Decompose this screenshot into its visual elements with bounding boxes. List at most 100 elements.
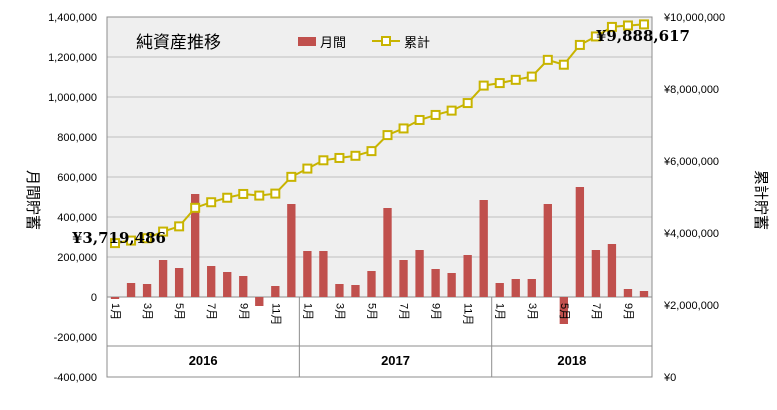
bar <box>575 187 585 297</box>
bar <box>495 283 504 297</box>
cumulative-point <box>574 39 585 50</box>
bar <box>607 244 617 297</box>
month-label: 9月 <box>237 303 249 320</box>
left-axis-title: 月間貯蓄 <box>24 170 42 230</box>
bar <box>319 251 328 297</box>
month-label: 7月 <box>398 303 410 320</box>
month-label: 1月 <box>494 303 506 320</box>
annotation-start-value: ¥3,719,486 <box>72 229 166 247</box>
bar <box>463 255 472 297</box>
bar <box>367 271 376 297</box>
cumulative-point <box>350 150 361 161</box>
right-tick-label: ¥8,000,000 <box>663 84 719 96</box>
bar <box>543 204 552 297</box>
cumulative-point <box>334 152 345 163</box>
cumulative-point <box>478 80 489 91</box>
bar <box>431 269 440 297</box>
cumulative-point <box>606 21 617 32</box>
bar <box>271 286 280 297</box>
legend-bar-label: 月間 <box>320 36 346 51</box>
cumulative-point <box>430 109 441 120</box>
left-tick-label: 1,200,000 <box>48 52 97 64</box>
left-tick-label: 400,000 <box>57 212 97 224</box>
cumulative-point <box>494 78 505 89</box>
cumulative-line <box>114 23 645 245</box>
year-label: 2018 <box>557 353 586 368</box>
bar <box>399 260 408 297</box>
bar <box>383 208 392 297</box>
left-tick-label: 0 <box>91 292 97 304</box>
cumulative-point <box>110 238 121 249</box>
cumulative-point <box>590 31 601 42</box>
month-label: 9月 <box>430 303 442 320</box>
cumulative-point <box>302 163 313 174</box>
year-label: 2016 <box>189 353 218 368</box>
cumulative-point <box>382 130 393 141</box>
month-label: 1月 <box>109 303 121 320</box>
month-label: 11月 <box>462 303 474 325</box>
cumulative-point <box>270 188 281 199</box>
right-axis-title: 累計貯蓄 <box>752 170 770 230</box>
cumulative-point <box>238 188 249 199</box>
bar <box>142 284 152 297</box>
month-label: 5月 <box>173 303 185 320</box>
month-label: 3月 <box>526 303 538 320</box>
bar <box>511 279 520 297</box>
bar <box>190 194 200 297</box>
bar <box>239 276 248 297</box>
right-tick-label: ¥10,000,000 <box>663 12 725 24</box>
bar <box>447 273 456 297</box>
cumulative-point <box>446 105 457 116</box>
left-tick-label: 1,400,000 <box>48 12 97 24</box>
cumulative-point <box>158 226 169 237</box>
year-label: 2017 <box>381 353 410 368</box>
bar <box>158 260 168 297</box>
bar <box>223 272 232 297</box>
bar <box>479 200 488 297</box>
annotation-end-value: ¥9,888,617 <box>596 27 690 45</box>
cumulative-point <box>414 114 425 125</box>
legend-line-label: 累計 <box>404 35 430 51</box>
right-tick-label: ¥0 <box>663 372 676 384</box>
cumulative-point <box>142 233 153 244</box>
month-label: 3月 <box>333 303 345 320</box>
cumulative-point <box>318 155 329 166</box>
left-tick-label: 200,000 <box>57 252 97 264</box>
bar <box>591 250 601 297</box>
bar <box>110 297 120 299</box>
month-label: 1月 <box>301 303 313 320</box>
month-label: 5月 <box>558 303 570 320</box>
bar <box>207 266 216 297</box>
month-label: 11月 <box>269 303 281 325</box>
month-label: 5月 <box>365 303 377 320</box>
cumulative-point <box>174 221 185 232</box>
bar <box>126 283 136 297</box>
cumulative-point <box>558 59 569 70</box>
cumulative-point <box>398 123 409 134</box>
bar <box>335 284 344 297</box>
month-label: 7月 <box>590 303 602 320</box>
month-label: 9月 <box>622 303 634 320</box>
cumulative-point <box>286 171 297 182</box>
cumulative-point <box>638 19 649 30</box>
right-tick-label: ¥6,000,000 <box>663 156 719 168</box>
left-tick-label: -200,000 <box>54 332 97 344</box>
month-label: 7月 <box>205 303 217 320</box>
bar <box>287 204 296 297</box>
right-tick-label: ¥4,000,000 <box>663 228 719 240</box>
cumulative-point <box>622 20 633 31</box>
cumulative-point <box>526 71 537 82</box>
cumulative-point <box>206 197 217 208</box>
cumulative-point <box>126 235 137 246</box>
bar <box>351 285 360 297</box>
cumulative-point <box>366 146 377 157</box>
legend-bar-swatch <box>298 37 316 46</box>
bar <box>639 291 649 297</box>
bar <box>255 297 264 306</box>
month-label: 3月 <box>141 303 153 320</box>
cumulative-point <box>222 192 233 203</box>
bar <box>415 250 424 297</box>
chart-title: 純資産推移 <box>136 33 221 53</box>
left-tick-label: 1,000,000 <box>48 92 97 104</box>
